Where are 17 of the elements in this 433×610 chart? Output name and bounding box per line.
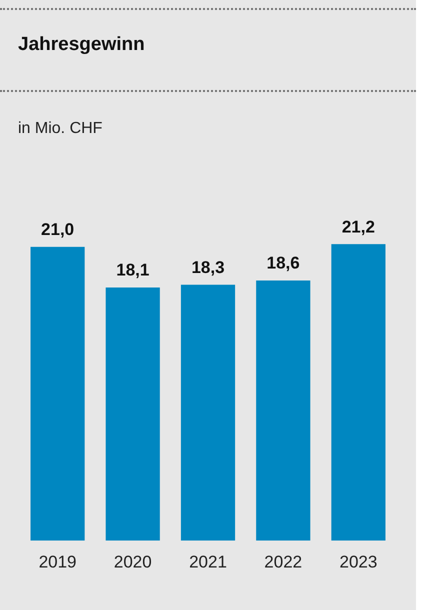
bar [30, 246, 85, 541]
data-label: 21,2 [342, 217, 375, 236]
x-tick-label: 2022 [264, 552, 302, 572]
data-label: 21,0 [41, 220, 74, 240]
bar [106, 287, 160, 541]
data-label: 18,3 [191, 258, 225, 277]
chart-title: Jahresgewinn [18, 34, 145, 56]
x-tick-label: 2023 [339, 552, 378, 572]
x-tick-label: 2021 [189, 552, 227, 572]
x-tick-label: 2019 [38, 552, 77, 572]
bar [331, 244, 386, 541]
data-label: 18,6 [266, 254, 300, 273]
x-tick-label: 2020 [114, 552, 152, 572]
bar [180, 284, 236, 541]
bar [256, 280, 310, 541]
data-label: 18,1 [116, 260, 150, 280]
chart-subtitle: in Mio. CHF [18, 120, 102, 138]
